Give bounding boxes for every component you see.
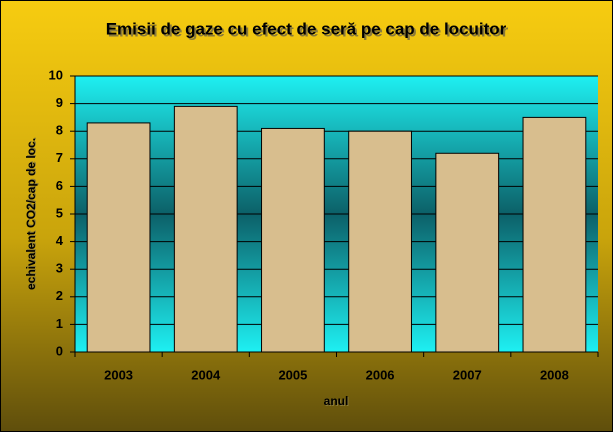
y-tick-label: 8 bbox=[56, 123, 63, 138]
y-tick-label: 10 bbox=[49, 67, 63, 82]
bar bbox=[173, 105, 238, 353]
y-tick-label: 4 bbox=[56, 233, 64, 248]
bar bbox=[261, 127, 325, 353]
y-tick-label: 3 bbox=[56, 261, 63, 276]
y-tick-label: 5 bbox=[56, 205, 63, 220]
y-axis-title: echivalent CO2/cap de loc. bbox=[24, 138, 38, 290]
y-tick-label: 7 bbox=[56, 150, 63, 165]
bar bbox=[522, 116, 587, 353]
x-axis-title: anul bbox=[324, 394, 349, 408]
y-tick-label: 1 bbox=[56, 316, 63, 331]
bar bbox=[86, 122, 151, 353]
x-tick-label: 2004 bbox=[191, 367, 221, 382]
y-tick-label: 0 bbox=[56, 343, 63, 358]
x-tick-label: 2007 bbox=[453, 367, 482, 382]
bar bbox=[348, 130, 412, 353]
y-tick-label: 6 bbox=[56, 178, 63, 193]
x-tick-label: 2003 bbox=[104, 367, 133, 382]
y-tick-label: 2 bbox=[56, 288, 63, 303]
x-tick-label: 2005 bbox=[278, 367, 307, 382]
x-tick-label: 2006 bbox=[366, 367, 395, 382]
x-tick-label: 2008 bbox=[540, 367, 569, 382]
y-tick-label: 9 bbox=[56, 95, 63, 110]
bar bbox=[435, 152, 500, 353]
chart-title: Emisii de gaze cu efect de seră pe cap d… bbox=[106, 19, 507, 38]
